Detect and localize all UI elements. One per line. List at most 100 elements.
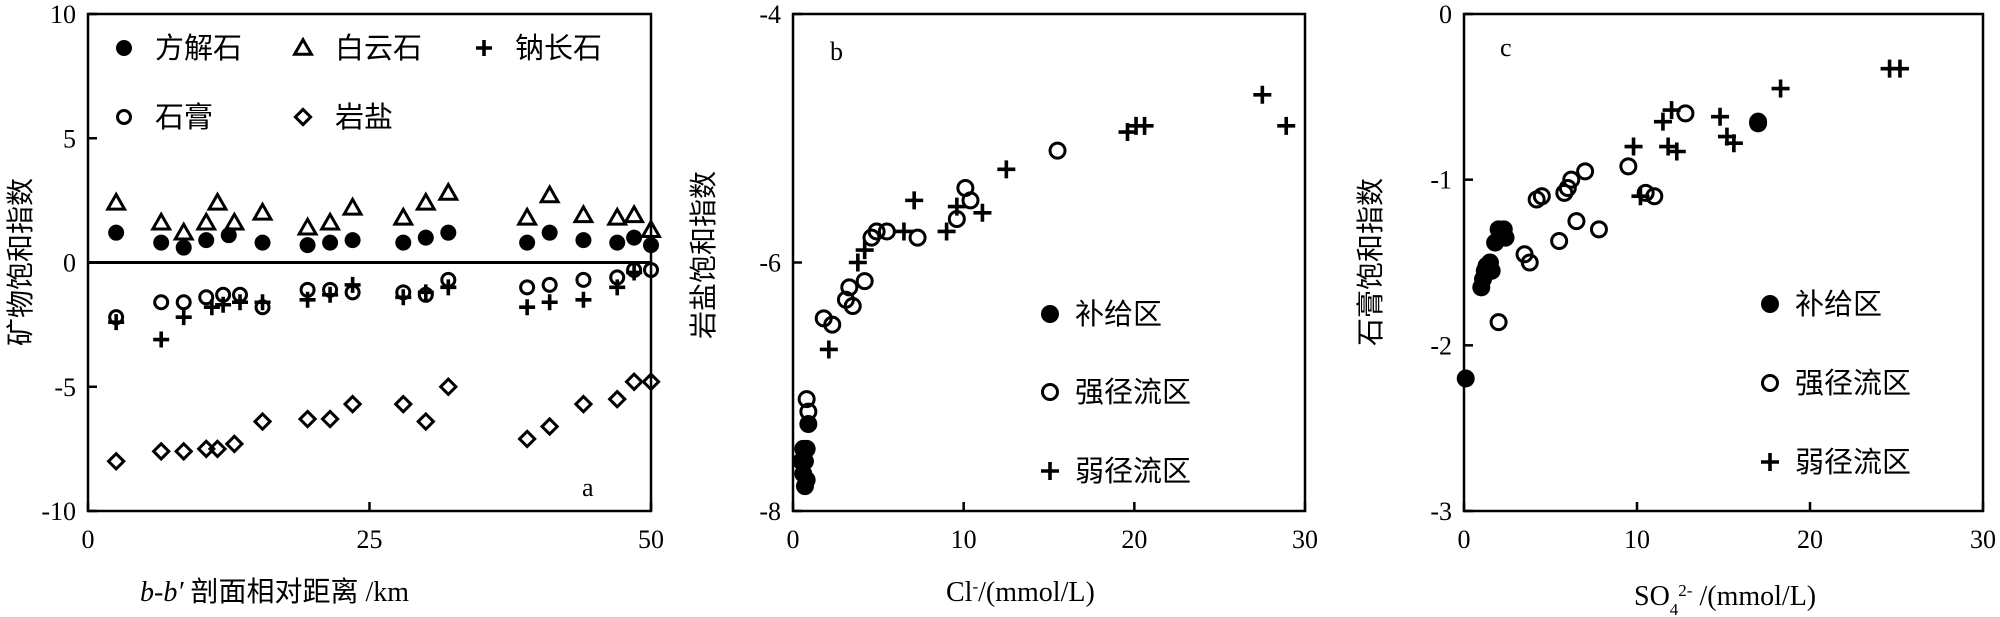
panel-a-series-1-point-5 [223,211,246,231]
panel-a-series-3-point-9 [344,284,361,301]
panel-a-ylabel: 矿物饱和指数 [5,178,37,346]
panel-b-ylabel: 岩盐饱和指数 [688,171,720,339]
panel-c-xlabel-rest: /(mmol/L) [1692,581,1816,612]
panel-b-xtick-label-1: 10 [951,525,977,554]
panel-c-series-1-point-2 [1520,253,1539,272]
panel-c-ytick-label-1: -2 [1430,331,1452,360]
panel-a-series-3-point-1 [153,294,170,311]
panel-a-series-1-point-11 [414,191,437,211]
panel-a-series-2-point-4 [215,296,232,313]
panel-a-series-4-point-1 [151,441,171,462]
panel-c-series-2-point-5 [1667,142,1686,161]
panel-c-xtick-label-1: 10 [1624,525,1650,554]
panel-b-series-2-point-12 [1253,85,1272,104]
panel-a-series-0-point-15 [609,234,626,251]
panel-a-series-1-point-2 [172,221,195,241]
panel-a-series-0-point-10 [417,229,434,246]
panel-b-series-1 [797,141,1067,421]
panel-c-legend-marker-1 [1761,374,1779,392]
panel-a-series-2-point-13 [519,299,536,316]
panel-b-ytick-label-1: -6 [759,249,781,278]
panel-a-legend-marker-3 [116,109,132,125]
panel-b-xtick-label-0: 0 [787,525,800,554]
panel-a-legend-label-0: 方解石 [155,31,242,65]
panel-c-series-2-point-1 [1631,187,1650,206]
panel-a-ytick-label-4: 10 [50,0,76,29]
panel-c-marks [1456,59,1909,388]
panel-a-series-1-point-1 [150,211,173,231]
panel-c-series-2-point-4 [1662,101,1681,120]
panel-a-series-0-point-8 [344,232,361,249]
panel-a-series-4-point-9 [342,394,363,414]
panel-b-legend-marker-1 [1041,383,1059,401]
panel-a-series-0-point-16 [626,229,643,246]
panel-c-axes: -3 -2 -1 0 0 10 20 30 [1430,0,1996,554]
panel-a-series-3-point-3 [198,289,215,306]
panel-c-series-2-point-8 [1724,134,1743,153]
panel-a-series-1-point-4 [206,191,229,211]
panel-a-series-1-point-3 [195,211,218,231]
panel-b-series-0-point-3 [797,470,816,489]
panel-b-series-0-point-7 [797,439,816,458]
panel-a-series-3-point-14 [541,276,558,293]
panel-c-series-1-point-15 [1676,104,1695,123]
panel-a-series-4-point-6 [252,411,273,432]
panel-a-series-0-point-3 [198,232,215,249]
panel-b-series-1-point-9 [867,222,886,241]
panel-a-series-0-point-4 [220,227,237,244]
panel-a-legend-marker-1 [292,36,314,56]
panel-a-series-2-point-15 [575,291,592,308]
panel-b-axes: -8 -6 -4 0 10 20 30 [759,0,1318,554]
panel-b-series-2 [819,85,1296,359]
panel-a-xlabel: b-b′ 剖面相对距离 /km [140,576,409,608]
panel-b-xlabel-sup: - [972,577,978,596]
panel-b-ytick-label-0: -8 [759,497,781,526]
panel-a-legend-label-2: 钠长石 [515,31,602,65]
panel-c-legend-label-1: 强径流区 [1795,366,1911,400]
panel-c-xtick-label-2: 20 [1797,525,1823,554]
panel-b-series-2-point-3 [894,222,913,241]
panel-a-series-1-point-13 [516,206,539,226]
panel-b-series-2-point-13 [1277,116,1296,135]
panel-c-ytick-label-2: -1 [1430,166,1452,195]
panel-c-series-1-point-8 [1562,170,1581,189]
panel-a-legend-label-1: 白云石 [335,31,422,65]
panel-a-series-4-point-12 [438,377,459,397]
panel-b-series-2-point-6 [947,197,966,216]
panel-c-series-1-point-10 [1576,162,1595,181]
panel-c-xtick-label-3: 30 [1970,525,1996,554]
panel-a-series-4-point-14 [539,416,560,437]
panel-a-series-1 [105,181,662,241]
panel-b-series-2-point-7 [973,203,992,222]
panel-c-series-1-point-11 [1589,220,1608,239]
panel-b-ytick-label-2: -4 [759,0,781,29]
panel-a-series-0-point-14 [575,232,592,249]
panel-a-series-0-point-9 [395,234,412,251]
panel-a-series-0-point-11 [440,224,457,241]
panel-c-xtick-label-0: 0 [1458,525,1471,554]
panel-a-series-1-point-7 [296,216,319,236]
panel-b-series-1-point-5 [840,278,859,297]
panel-a-series-3-point-10 [395,284,412,301]
panel-b-label: b [830,37,843,66]
panel-a-legend-marker-4 [293,107,313,127]
panel-c-series-0-point-10 [1496,228,1515,247]
panel-a-series-1-point-8 [319,211,342,231]
panel-a-series-3 [108,261,659,326]
panel-a-series-3-point-16 [609,269,626,286]
panel-c-xlabel-main: SO [1634,581,1670,612]
panel-b-series-2-point-0 [819,340,838,359]
panel-a-marks [105,181,662,472]
panel-c-series-1-point-16 [1749,112,1768,131]
panel-a-series-3-point-4 [215,286,232,303]
panel-b-legend: 补给区 强径流区 弱径流区 [1041,297,1191,488]
panel-a-series-4-point-4 [207,439,228,459]
panel-b-series-2-point-1 [848,253,867,272]
panel-a-series-1-point-12 [437,181,460,201]
panel-b-xlabel-rest: /(mmol/L) [978,577,1095,608]
panel-c-ytick-label-0: -3 [1430,497,1452,526]
panel-c-label: c [1500,33,1512,62]
panel-b-legend-marker-2 [1041,462,1059,480]
panel-a-legend-marker-0 [116,40,132,56]
